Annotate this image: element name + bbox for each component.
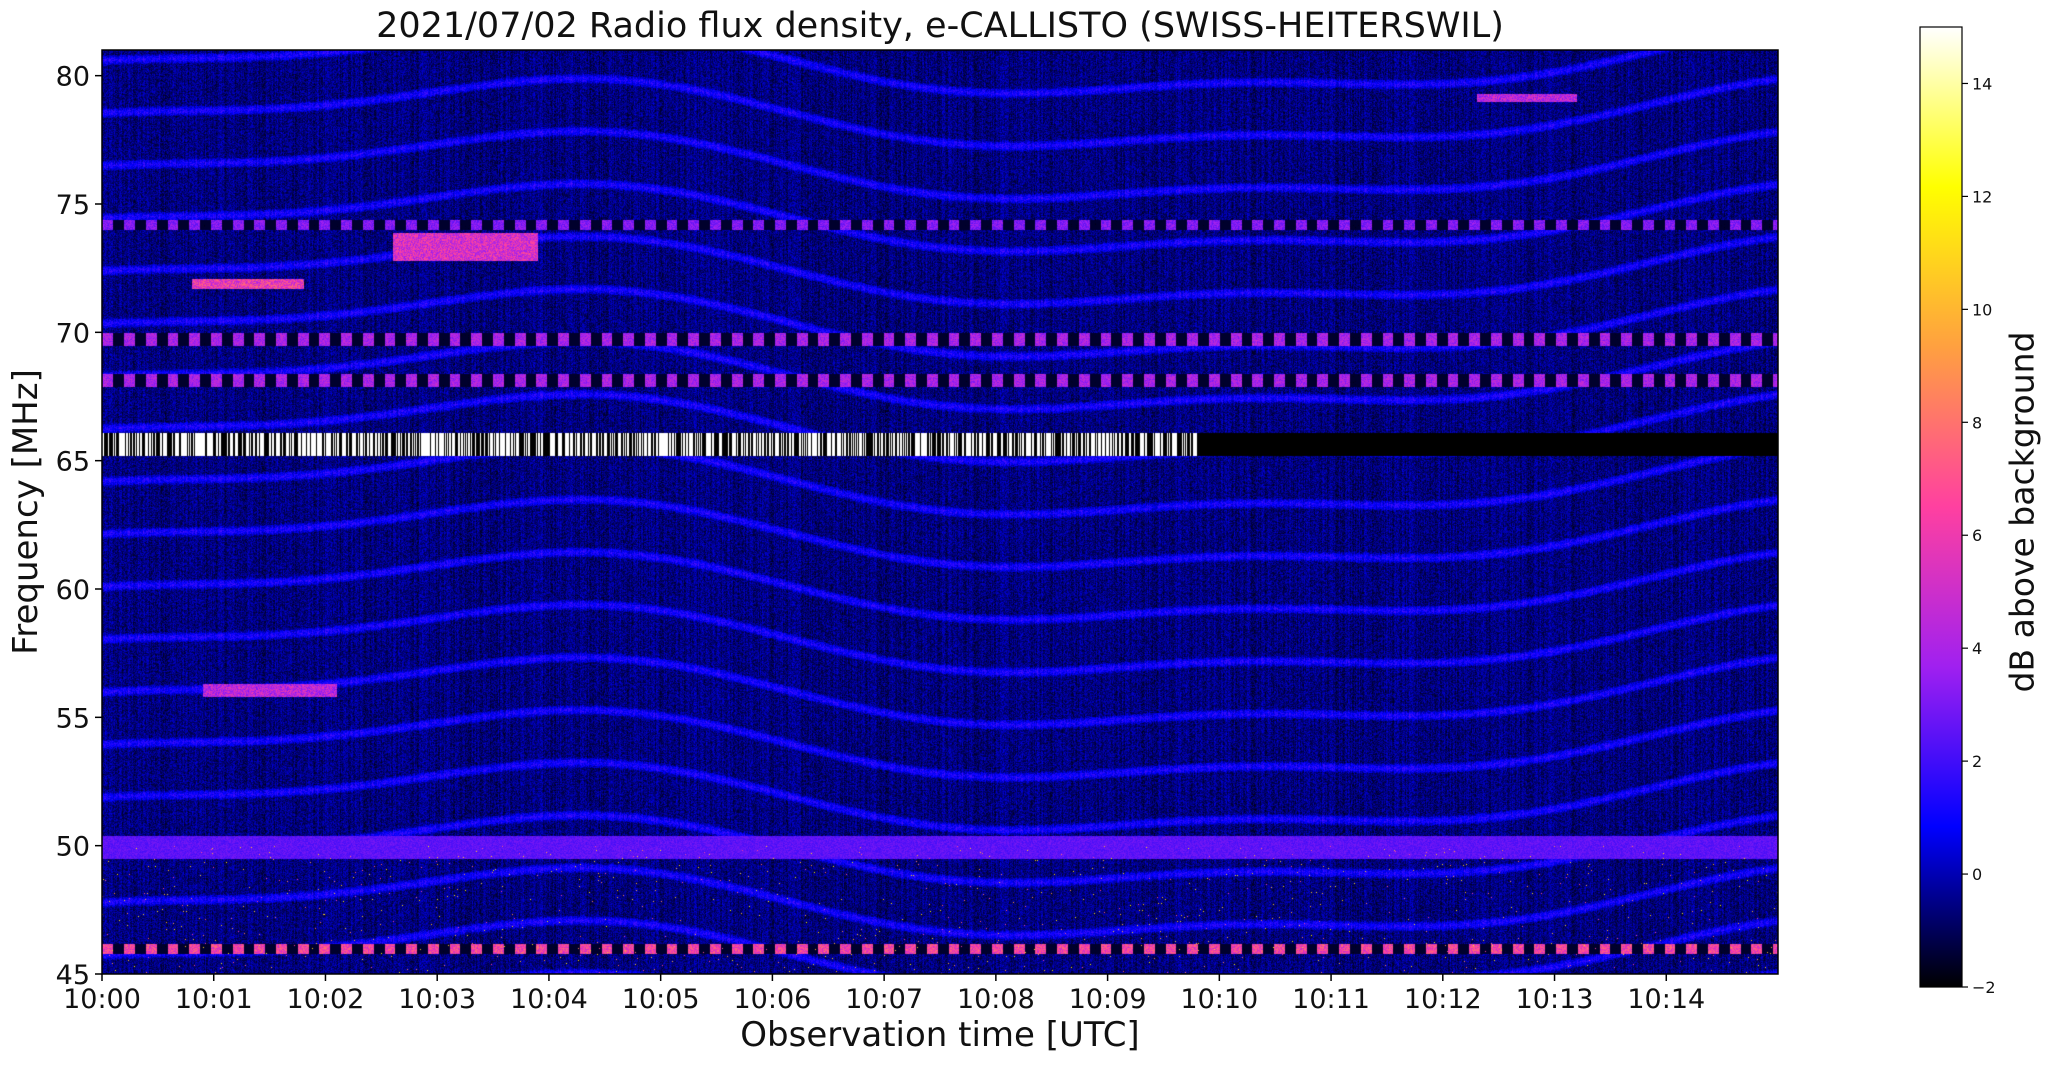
plot-frame <box>101 49 1779 975</box>
spectrogram-heatmap <box>102 50 1778 974</box>
y-tick-label: 80 <box>56 62 90 93</box>
x-tick-label: 10:11 <box>1292 984 1370 1015</box>
x-tick-label: 10:13 <box>1516 984 1594 1015</box>
colorbar <box>1919 26 1963 988</box>
colorbar-tick-label: 2 <box>1972 752 1982 771</box>
x-tick-label: 10:12 <box>1404 984 1482 1015</box>
x-tick-label: 10:10 <box>1180 984 1258 1015</box>
x-axis-label: Observation time [UTC] <box>740 1015 1140 1055</box>
y-tick-label: 60 <box>56 575 90 606</box>
x-tick-label: 10:02 <box>287 984 365 1015</box>
y-tick-label: 55 <box>56 703 90 734</box>
colorbar-tick-label: 4 <box>1972 639 1982 658</box>
colorbar-tick-label: 12 <box>1972 187 1992 206</box>
y-tick-label: 75 <box>56 190 90 221</box>
x-tick-label: 10:00 <box>63 984 141 1015</box>
x-tick-label: 10:04 <box>510 984 588 1015</box>
x-tick-label: 10:05 <box>622 984 700 1015</box>
y-tick-label: 65 <box>56 447 90 478</box>
colorbar-label: dB above background <box>2002 331 2042 693</box>
colorbar-tick-label: 14 <box>1972 74 1992 93</box>
y-axis-label: Frequency [MHz] <box>6 369 46 655</box>
y-tick-label: 70 <box>56 318 90 349</box>
x-tick-label: 10:09 <box>1069 984 1147 1015</box>
colorbar-tick-label: −2 <box>1972 978 1996 997</box>
colorbar-tick-label: 10 <box>1972 300 1992 319</box>
colorbar-tick-label: 6 <box>1972 526 1982 545</box>
chart-title: 2021/07/02 Radio flux density, e-CALLIST… <box>376 6 1504 46</box>
x-tick-label: 10:08 <box>957 984 1035 1015</box>
y-tick-label: 45 <box>56 960 90 991</box>
x-tick-label: 10:14 <box>1627 984 1705 1015</box>
x-tick-label: 10:01 <box>175 984 253 1015</box>
x-tick-label: 10:03 <box>398 984 476 1015</box>
colorbar-tick-label: 8 <box>1972 413 1982 432</box>
x-tick-label: 10:07 <box>845 984 923 1015</box>
x-tick-label: 10:06 <box>733 984 811 1015</box>
y-tick-label: 50 <box>56 832 90 863</box>
colorbar-tick-label: 0 <box>1972 865 1982 884</box>
